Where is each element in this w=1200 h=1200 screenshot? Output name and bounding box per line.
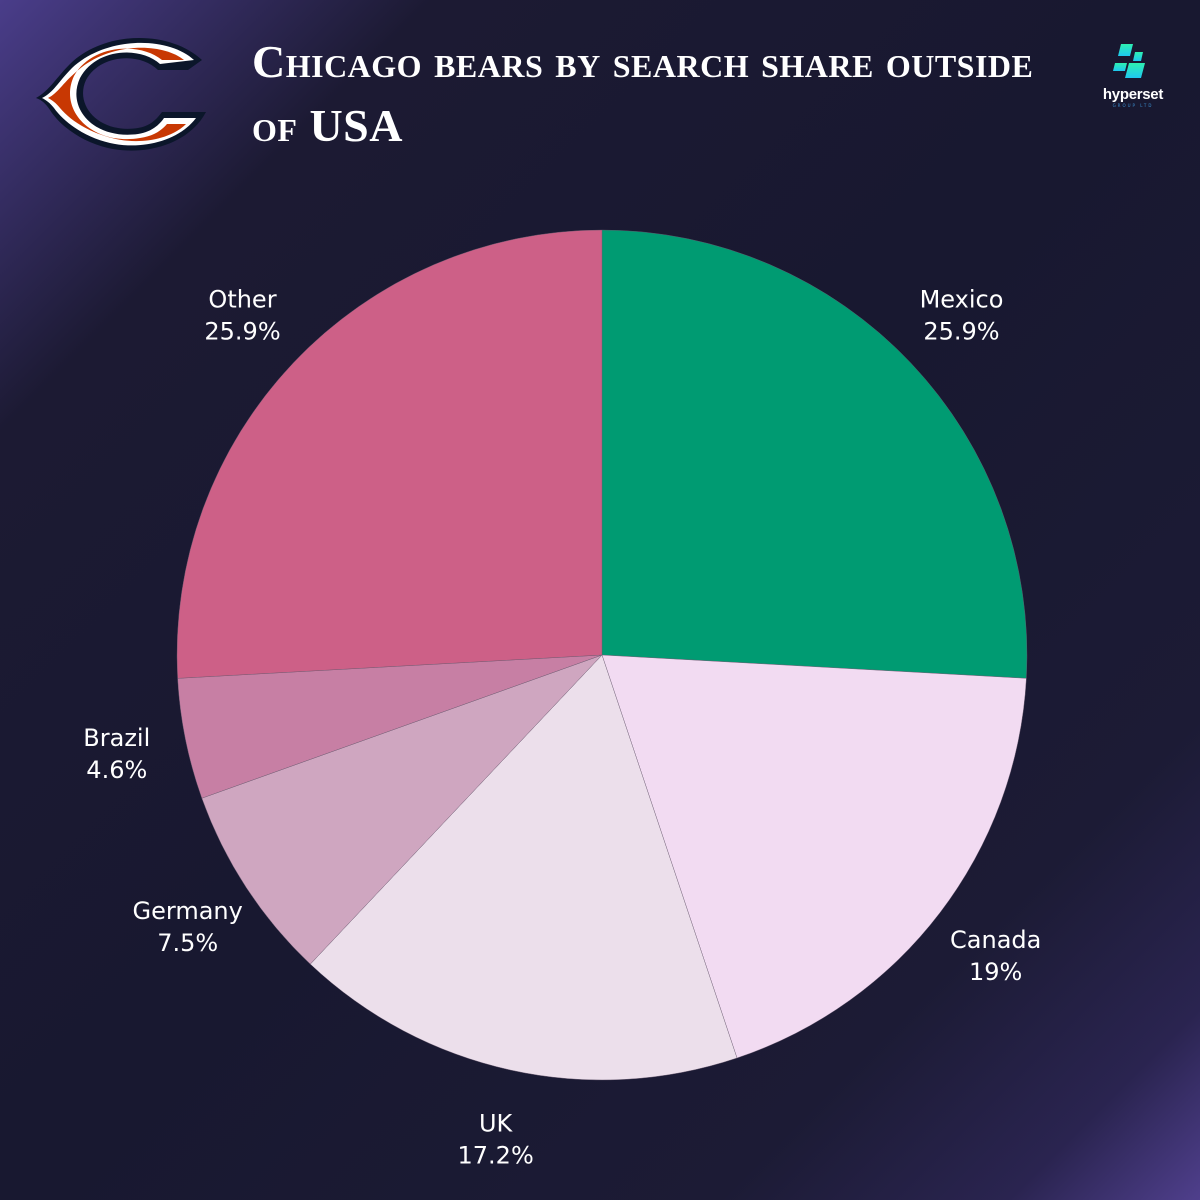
slice-label-canada: Canada 19% — [950, 926, 1041, 986]
slice-value: 25.9% — [204, 318, 280, 346]
slice-value: 4.6% — [86, 756, 147, 784]
slice-category: Other — [208, 286, 276, 314]
slice-category: UK — [479, 1109, 514, 1137]
pie-slice-canada — [601, 654, 1027, 1059]
slice-value: 19% — [969, 958, 1022, 986]
slice-category: Brazil — [83, 724, 150, 752]
brand-tagline: GROUP LTD — [1112, 103, 1154, 108]
slice-label-uk: UK 17.2% — [458, 1109, 534, 1169]
pie-slice-other — [176, 229, 603, 679]
pie-slice-uk — [310, 654, 738, 1081]
chicago-bears-c-logo-icon — [30, 30, 210, 164]
slice-label-brazil: Brazil 4.6% — [83, 724, 150, 784]
slice-value: 17.2% — [458, 1141, 534, 1169]
slice-label-other: Other 25.9% — [204, 286, 280, 346]
pie-slice-germany — [201, 654, 603, 965]
slice-category: Mexico — [920, 286, 1004, 314]
pie-slice-mexico — [601, 229, 1028, 679]
chart-title: Chicago bears by search share outside of… — [252, 36, 1034, 151]
slice-category: Germany — [133, 897, 243, 925]
slice-value: 7.5% — [157, 929, 218, 957]
hyperset-logo-icon — [1113, 44, 1145, 78]
slice-value: 25.9% — [923, 318, 999, 346]
slice-label-mexico: Mexico 25.9% — [920, 286, 1004, 346]
hyperset-brand: hyperset GROUP LTD — [1088, 44, 1178, 108]
slice-category: Canada — [950, 926, 1041, 954]
brand-name: hyperset — [1102, 86, 1164, 103]
slice-label-germany: Germany 7.5% — [133, 897, 243, 957]
